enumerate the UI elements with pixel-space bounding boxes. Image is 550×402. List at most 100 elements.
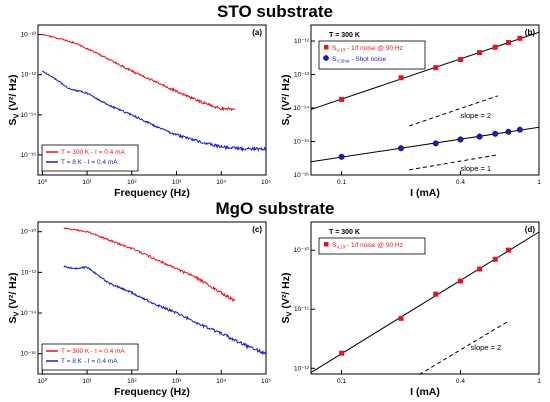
panel-d-data-point [339, 350, 345, 356]
panel-a-x-tick-label: 10³ [172, 179, 182, 186]
panel-b-x-axis-label: I (mA) [410, 187, 440, 199]
panel-c-series-line [63, 227, 236, 303]
panel-b-data-point [457, 57, 463, 63]
panel-a-x-tick-label: 10¹ [82, 179, 92, 186]
panel-c-series-line [63, 265, 267, 356]
panel-b-legend-label: SV,Shot - Shot noise [332, 56, 386, 64]
panel-d-data-point [457, 278, 463, 284]
panel-c-y-tick-label: 10⁻¹² [21, 269, 37, 276]
panel-b-legend-box [318, 40, 426, 70]
panel-d-x-axis-label: I (mA) [410, 386, 440, 398]
panel-b-data-point [476, 133, 483, 140]
panel-c-x-tick-label: 10² [127, 378, 137, 385]
panel-c-x-tick-label: 10⁴ [216, 378, 226, 385]
panel-b-data-point [398, 145, 405, 152]
panel-b-y-axis-label: SV (V²/ Hz) [280, 75, 294, 126]
panel-b-data-point [432, 140, 439, 147]
panel-a-y-tick-label: 10⁻¹⁰ [21, 31, 37, 39]
panel-a-x-tick-label: 10² [127, 179, 137, 186]
panel-b-slope-guide [409, 154, 499, 171]
panel-c-y-tick-label: 10⁻¹⁴ [20, 310, 36, 317]
panel-d-data-point [433, 291, 439, 297]
panel-a-y-axis-label: SV (V²/ Hz) [7, 75, 21, 126]
panel-a-legend-box [41, 144, 139, 172]
panel-b-data-point [477, 50, 483, 56]
panel-b-slope-guide [409, 95, 499, 127]
panel-b-data-point [338, 153, 345, 160]
panel-d-y-tick-label: 10⁻¹¹ [294, 306, 310, 313]
panel-a-x-axis-label: Frequency (Hz) [114, 187, 190, 199]
panel-a-x-tick-label: 10⁴ [216, 179, 226, 186]
panel-d-panel-label: (d) [525, 225, 536, 234]
panel-c-legend-box [41, 343, 139, 371]
panel-b-y-tick-label: 10⁻¹² [294, 38, 310, 45]
panel-d-y-tick-label: 10⁻¹⁰ [294, 246, 310, 254]
panel-c-x-tick-label: 10¹ [82, 378, 92, 385]
panel-b-temperature-label: T = 300 K [329, 32, 360, 39]
panel-a-frame [37, 24, 267, 176]
section-title-sto: STO substrate [217, 2, 333, 21]
panel-a-x-tick-label: 10⁰ [37, 178, 47, 186]
panel-b-data-point [517, 35, 523, 41]
panel-b-data-point [398, 75, 404, 81]
panel-a-series-line [41, 33, 235, 112]
panel-c-legend-label: T = 8 K - I = 0.4 mA [61, 358, 118, 365]
panel-c-x-tick-label: 10⁰ [37, 377, 47, 385]
panel-b-y-tick-label: 10⁻¹⁴ [293, 105, 309, 112]
panel-c-frame [37, 221, 267, 375]
panel-a-y-tick-label: 10⁻¹⁶ [20, 152, 36, 159]
panel-d-frame [310, 221, 540, 375]
panel-d-fit-line [310, 231, 540, 373]
panel-b-panel-label: (b) [525, 28, 536, 37]
panel-b-fit-line [310, 126, 540, 163]
panel-c-x-axis-label: Frequency (Hz) [114, 386, 190, 398]
panel-b-data-point [516, 126, 523, 133]
section-title-mgo: MgO substrate [215, 199, 335, 218]
panel-a-series-line [41, 70, 267, 152]
panel-b-data-point [433, 65, 439, 71]
panel-b-frame [310, 24, 540, 176]
panel-c-y-tick-label: 10⁻¹⁶ [20, 351, 36, 358]
panel-b-y-tick-label: 10⁻¹⁵ [293, 138, 309, 145]
panel-a-y-tick-label: 10⁻¹² [21, 72, 37, 79]
panel-d-x-tick-label: 0.4 [456, 378, 465, 385]
panel-c-y-tick-label: 10⁻¹⁰ [21, 228, 37, 236]
panel-a-legend-label: T = 8 K - I = 0.4 mA [61, 159, 118, 166]
panel-a-x-tick-label: 10⁵ [261, 179, 271, 186]
panel-b-slope-label: slope = 2 [460, 111, 491, 120]
panel-b-y-tick-label: 10⁻¹⁶ [293, 172, 309, 179]
panel-b-legend-marker [324, 45, 329, 50]
panel-b-data-point [505, 40, 511, 46]
panel-d-legend-box [318, 237, 426, 255]
panel-d-legend-label: SV,1/f - 1/f noise @ 90 Hz [332, 242, 403, 250]
panel-d-slope-guide [419, 320, 509, 375]
panel-b-x-tick-label: 0.4 [456, 179, 465, 186]
panel-d-temperature-label: T = 300 K [329, 229, 360, 236]
panel-b-data-point [492, 130, 499, 137]
panel-d-data-point [398, 315, 404, 321]
panel-a-panel-label: (a) [252, 28, 262, 37]
panel-b-x-tick-label: 1 [537, 179, 541, 186]
panel-b-data-point [505, 128, 512, 135]
panel-b-slope-label: slope = 1 [460, 164, 491, 173]
panel-b-legend-marker [323, 55, 329, 61]
panel-d-x-tick-label: 1 [537, 378, 541, 385]
panel-d-legend-marker [324, 242, 329, 247]
panel-b-data-point [339, 96, 345, 102]
panel-d-y-tick-label: 10⁻¹² [294, 365, 310, 372]
panel-a-y-tick-label: 10⁻¹⁴ [20, 112, 36, 119]
panel-d-x-tick-label: 0.1 [337, 378, 346, 385]
panel-d-y-axis-label: SV (V²/ Hz) [280, 273, 294, 324]
panel-c-panel-label: (c) [252, 225, 262, 234]
panel-c-legend-label: T = 300 K - I = 0.4 mA [61, 348, 125, 355]
panel-c-x-tick-label: 10³ [172, 378, 182, 385]
panel-b-fit-line [310, 31, 540, 110]
panel-d-data-point [505, 247, 511, 253]
panel-b-data-point [457, 136, 464, 143]
panel-b-data-point [492, 44, 498, 50]
panel-c-y-axis-label: SV (V²/ Hz) [7, 273, 21, 324]
panel-a-legend-label: T = 300 K - I = 0.4 mA [61, 149, 125, 156]
panel-b-legend-label: SV,1/f - 1/f noise @ 90 Hz [332, 45, 403, 53]
panel-d-slope-label: slope = 2 [471, 343, 502, 352]
